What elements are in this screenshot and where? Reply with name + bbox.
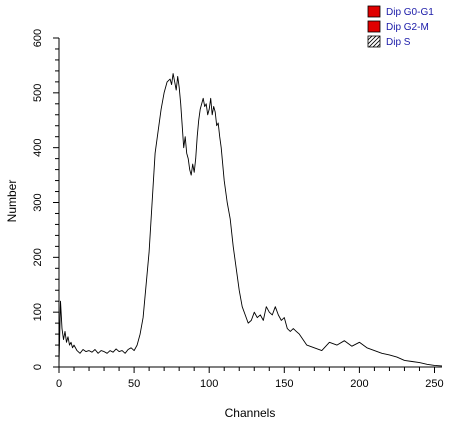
x-tick-label: 50 — [128, 378, 140, 390]
ticks-layer: 0 50 100 150 200 250 0 100 200 300 400 500 600 — [32, 29, 444, 390]
y-tick-label: 500 — [32, 84, 44, 102]
y-tick-label: 0 — [32, 364, 44, 370]
y-tick-label: 600 — [32, 29, 44, 47]
legend-swatch — [367, 5, 381, 18]
y-axis-title: Number — [5, 180, 19, 223]
x-tick-label: 250 — [425, 378, 443, 390]
legend-swatch — [367, 35, 381, 48]
x-tick-label: 0 — [56, 378, 62, 390]
y-tick-label: 100 — [32, 303, 44, 321]
x-tick-label: 150 — [275, 378, 293, 390]
x-tick-label: 200 — [350, 378, 368, 390]
series-layer — [58, 73, 443, 367]
y-tick-label: 200 — [32, 248, 44, 266]
legend-label: Dip G2-M — [386, 22, 429, 33]
x-axis-title: Channels — [225, 406, 276, 420]
legend-label: Dip G0-G1 — [386, 7, 434, 18]
histogram-line — [58, 73, 443, 367]
legend: Dip G0-G1 Dip G2-M Dip S — [367, 5, 434, 48]
y-tick-label: 400 — [32, 138, 44, 156]
x-tick-label: 100 — [200, 378, 218, 390]
y-tick-label: 300 — [32, 193, 44, 211]
legend-swatch — [367, 20, 381, 33]
legend-label: Dip S — [386, 37, 411, 48]
axes — [58, 38, 442, 368]
